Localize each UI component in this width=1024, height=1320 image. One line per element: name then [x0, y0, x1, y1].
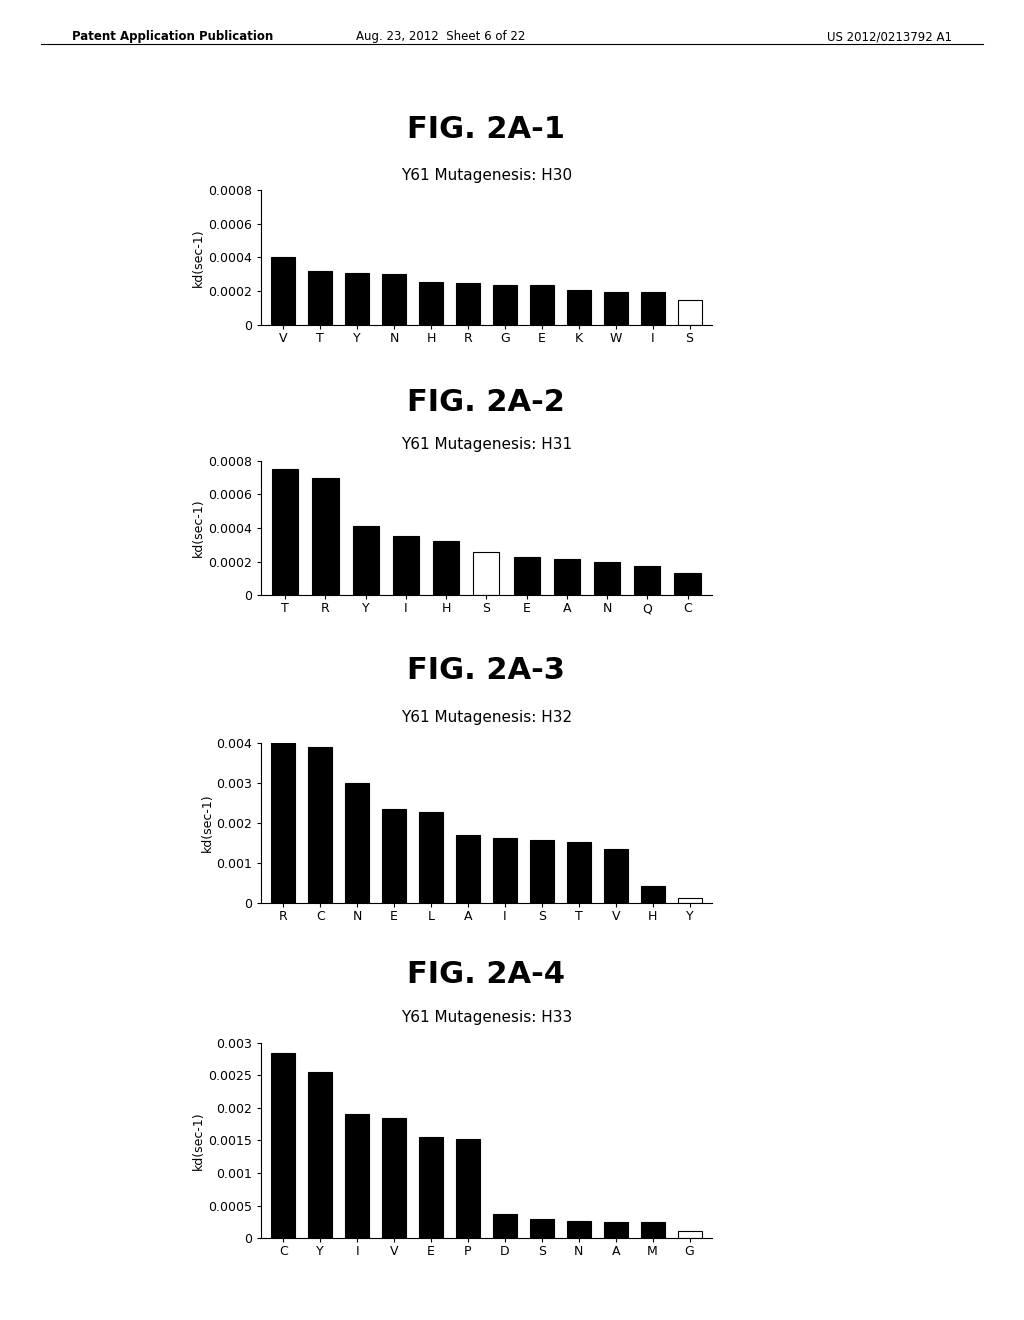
Bar [529, 841, 554, 903]
Bar [382, 1118, 407, 1238]
Bar [393, 536, 419, 595]
Bar [529, 1220, 554, 1238]
Bar [594, 562, 621, 595]
Text: FIG. 2A-2: FIG. 2A-2 [408, 388, 565, 417]
Bar [345, 783, 369, 903]
Y-axis label: kd(sec-1): kd(sec-1) [193, 228, 206, 286]
Bar [456, 836, 480, 903]
Bar [382, 809, 407, 903]
Y-axis label: kd(sec-1): kd(sec-1) [193, 1111, 206, 1170]
Bar [308, 271, 332, 325]
Bar [604, 1222, 628, 1238]
Bar [641, 1222, 665, 1238]
Bar [271, 1052, 295, 1238]
Bar [419, 1138, 443, 1238]
Text: Aug. 23, 2012  Sheet 6 of 22: Aug. 23, 2012 Sheet 6 of 22 [355, 30, 525, 44]
Bar [382, 275, 407, 325]
Bar [514, 557, 540, 595]
Bar [566, 1221, 591, 1238]
Bar [272, 469, 298, 595]
Bar [529, 285, 554, 325]
Bar [271, 741, 295, 903]
Text: US 2012/0213792 A1: US 2012/0213792 A1 [827, 30, 952, 44]
Bar [312, 478, 339, 595]
Bar [604, 849, 628, 903]
Bar [554, 560, 580, 595]
Bar [352, 527, 379, 595]
Bar [456, 1139, 480, 1238]
Bar [308, 1072, 332, 1238]
Bar [473, 552, 500, 595]
Bar [456, 284, 480, 325]
Bar [493, 838, 517, 903]
Y-axis label: kd(sec-1): kd(sec-1) [193, 499, 206, 557]
Bar [604, 292, 628, 325]
Bar [641, 886, 665, 903]
Bar [675, 573, 700, 595]
Text: Y61 Mutagenesis: H31: Y61 Mutagenesis: H31 [400, 437, 572, 451]
Bar [493, 1214, 517, 1238]
Text: Y61 Mutagenesis: H32: Y61 Mutagenesis: H32 [400, 710, 572, 725]
Bar [308, 747, 332, 903]
Text: Y61 Mutagenesis: H30: Y61 Mutagenesis: H30 [400, 168, 572, 183]
Bar [493, 285, 517, 325]
Text: Patent Application Publication: Patent Application Publication [72, 30, 273, 44]
Bar [419, 281, 443, 325]
Text: FIG. 2A-4: FIG. 2A-4 [408, 960, 565, 989]
Bar [634, 566, 660, 595]
Bar [566, 290, 591, 325]
Bar [678, 899, 701, 903]
Bar [566, 842, 591, 903]
Bar [641, 292, 665, 325]
Bar [345, 272, 369, 325]
Text: FIG. 2A-1: FIG. 2A-1 [408, 115, 565, 144]
Bar [678, 301, 701, 325]
Y-axis label: kd(sec-1): kd(sec-1) [201, 793, 213, 853]
Text: Y61 Mutagenesis: H33: Y61 Mutagenesis: H33 [400, 1010, 572, 1026]
Text: FIG. 2A-3: FIG. 2A-3 [408, 656, 565, 685]
Bar [271, 257, 295, 325]
Bar [678, 1232, 701, 1238]
Bar [433, 541, 459, 595]
Bar [345, 1114, 369, 1238]
Bar [419, 812, 443, 903]
